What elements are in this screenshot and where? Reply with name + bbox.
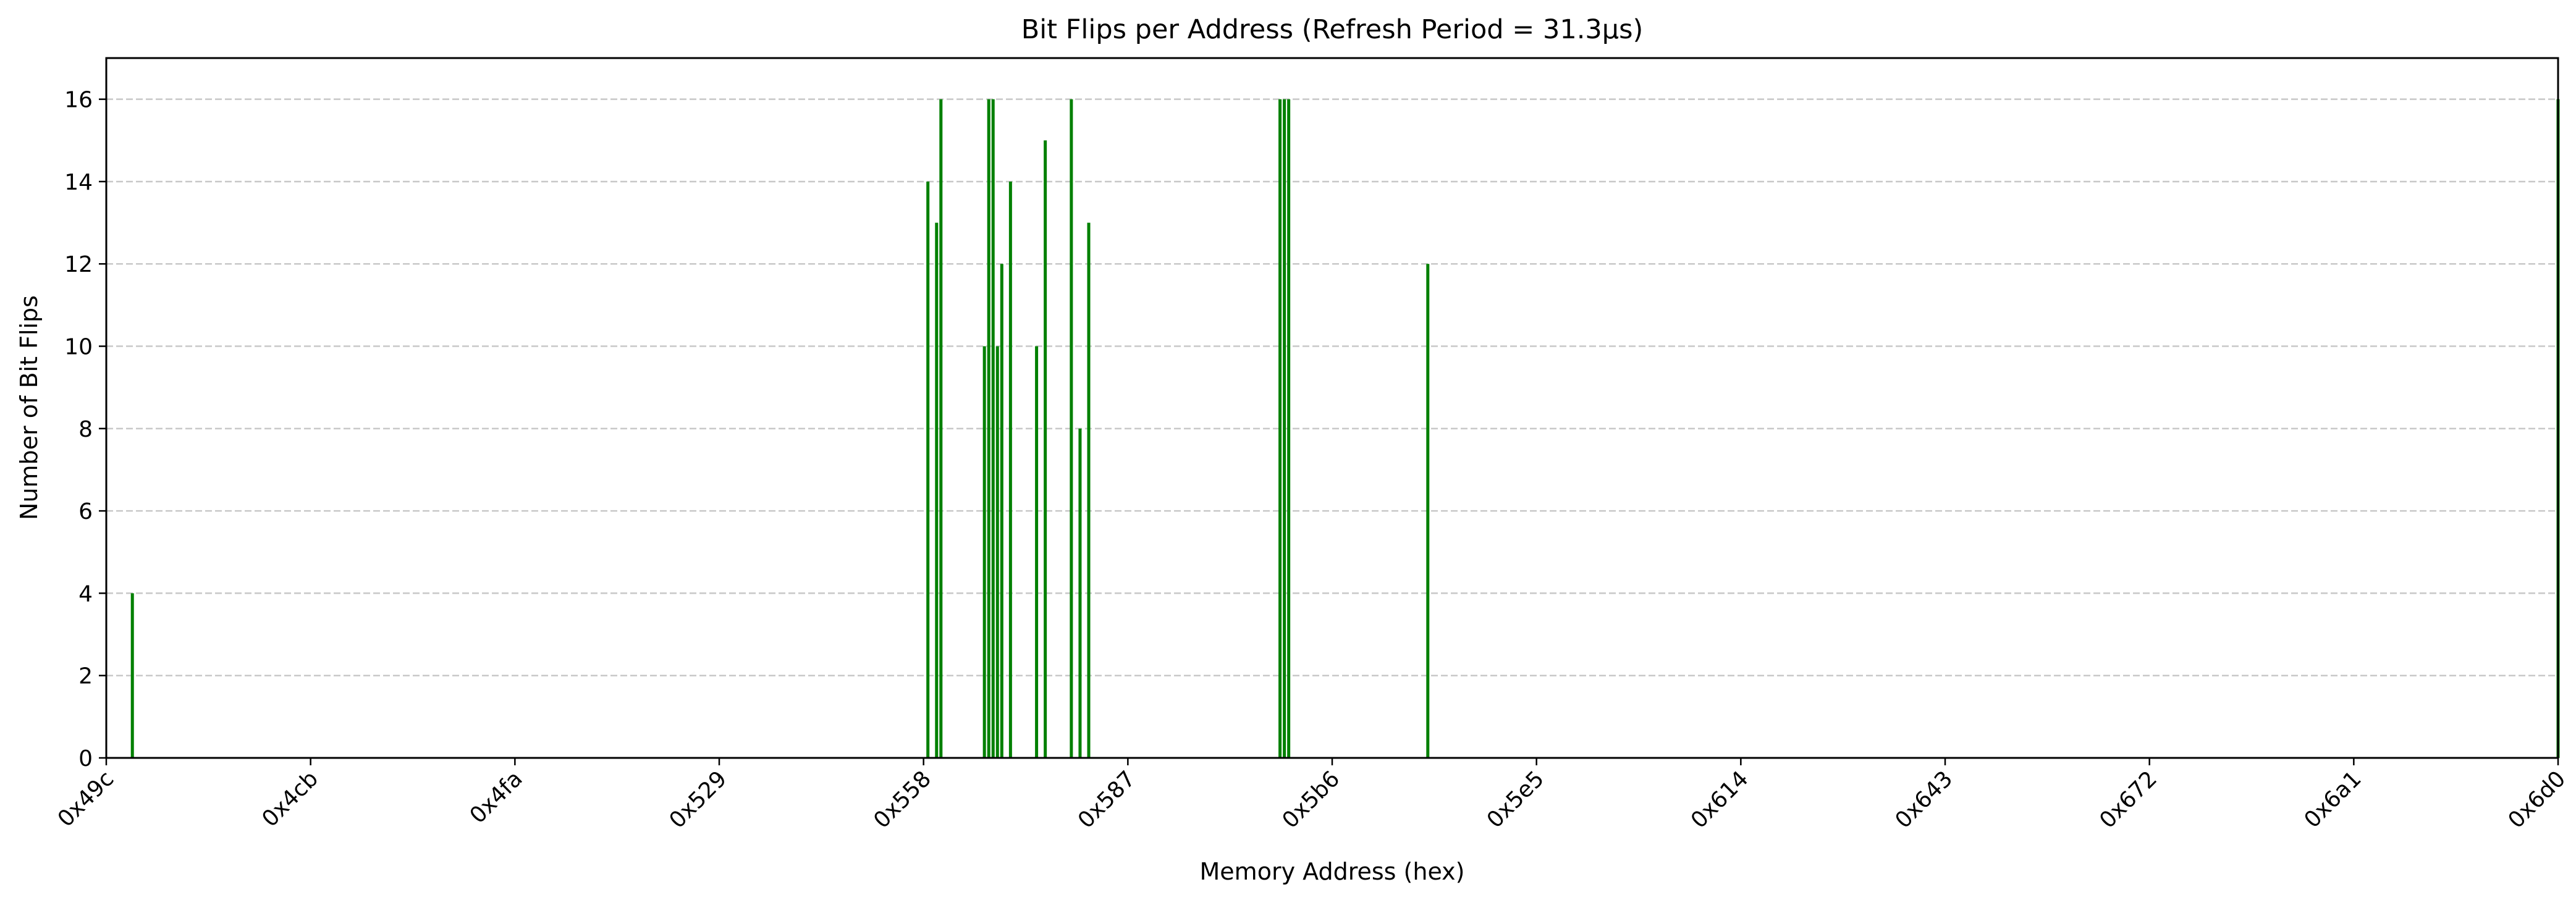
bar xyxy=(1008,181,1012,758)
y-tick-label: 14 xyxy=(64,170,93,195)
bar xyxy=(995,346,999,758)
bar xyxy=(939,99,943,758)
y-tick-label: 4 xyxy=(78,581,93,607)
y-tick-label: 8 xyxy=(78,417,93,442)
grid-lines xyxy=(106,98,2558,676)
y-tick-label: 0 xyxy=(78,746,93,771)
y-tick-label: 10 xyxy=(64,335,93,360)
bar xyxy=(987,99,990,758)
bar xyxy=(1278,99,1282,758)
chart-title: Bit Flips per Address (Refresh Period = … xyxy=(1021,14,1644,45)
bar xyxy=(1283,99,1286,758)
bar xyxy=(926,181,930,758)
bar xyxy=(1000,264,1003,758)
x-axis-label: Memory Address (hex) xyxy=(1200,858,1465,885)
y-tick-label: 6 xyxy=(78,499,93,524)
y-tick-label: 2 xyxy=(78,664,93,689)
bar xyxy=(1426,264,1430,758)
bar xyxy=(130,593,134,758)
bar xyxy=(1035,346,1039,758)
bar xyxy=(1070,99,1073,758)
y-axis: 0 2 4 6 8 10 12 14 16 xyxy=(64,88,106,771)
bar xyxy=(1078,428,1082,758)
y-axis-label: Number of Bit Flips xyxy=(15,295,43,520)
bar xyxy=(1287,99,1291,758)
bar xyxy=(935,222,939,758)
y-tick-label: 12 xyxy=(64,252,93,277)
bar xyxy=(982,346,986,758)
bar xyxy=(1044,140,1047,758)
bar xyxy=(1087,222,1091,758)
y-tick-label: 16 xyxy=(64,88,93,113)
bar xyxy=(991,99,995,758)
